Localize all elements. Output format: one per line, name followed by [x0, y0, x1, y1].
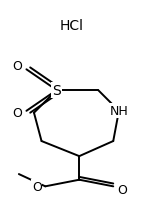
Text: O: O — [118, 183, 128, 196]
Text: O: O — [32, 180, 42, 193]
Text: S: S — [52, 84, 61, 98]
Text: O: O — [12, 60, 22, 73]
Text: NH: NH — [109, 105, 128, 118]
Text: HCl: HCl — [60, 19, 84, 33]
Text: O: O — [12, 107, 22, 120]
